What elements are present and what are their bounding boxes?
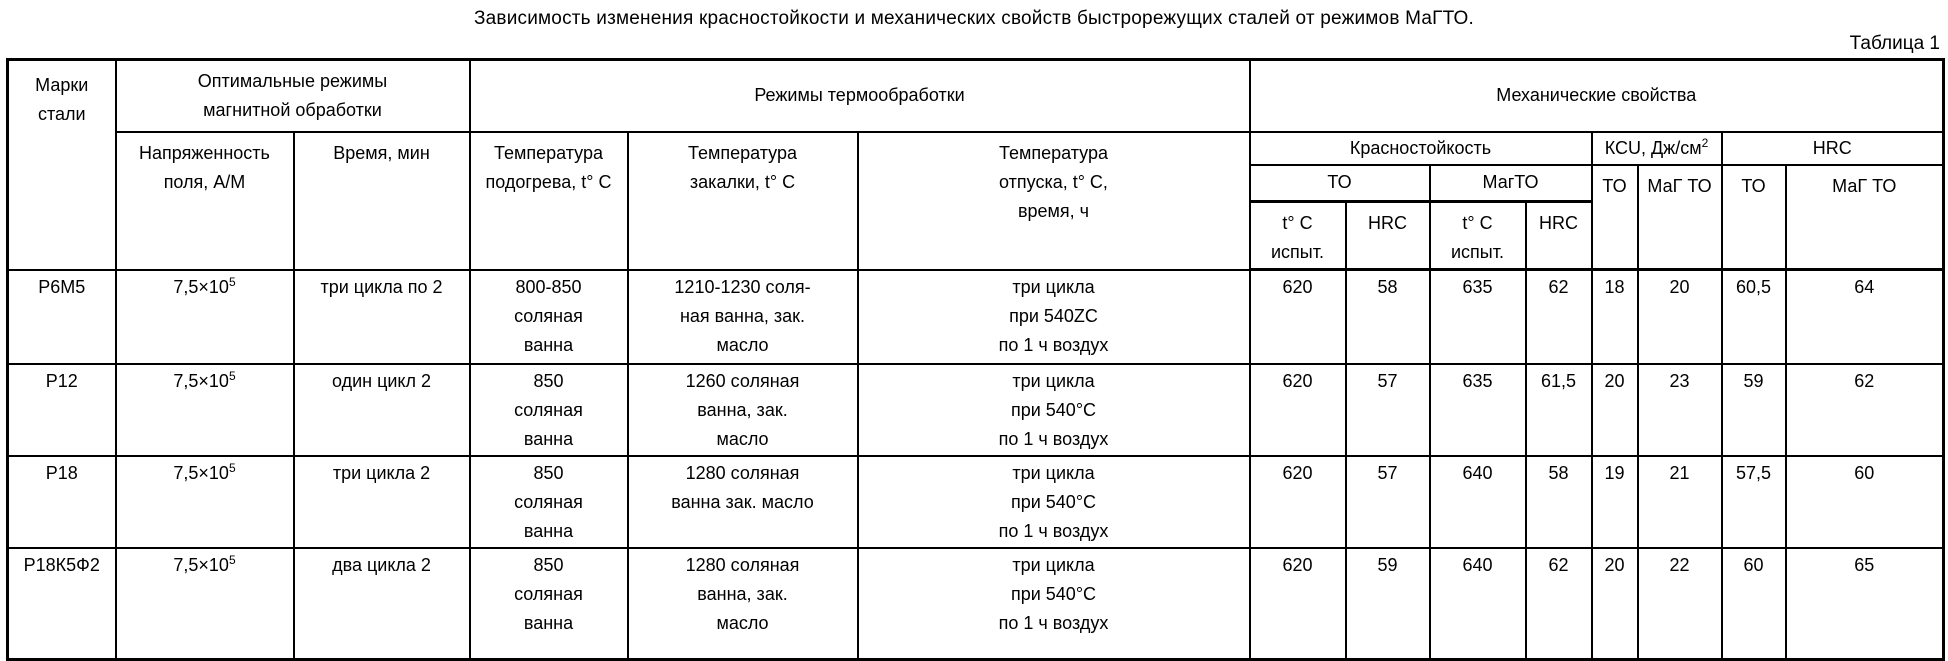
cell-quench-temp: 1210-1230 соля- ная ванна, зак. масло — [626, 268, 859, 365]
cell-field-strength: 7,5×105 — [114, 546, 295, 661]
kcu-exponent: 2 — [1701, 135, 1709, 150]
header-hrc-magto: МаГ ТО — [1784, 163, 1945, 271]
cell-red-magto-hrc: 62 — [1524, 268, 1593, 365]
header-red-to-hrc: HRC — [1344, 200, 1431, 271]
table-row: Р18К5Ф2 7,5×105 два цикла 2 850 соляная ван… — [6, 546, 1945, 661]
cell-steel-grade: Р12 — [6, 362, 117, 457]
cell-temper-temp: три цикла при 540ZC по 1 ч воздух — [856, 268, 1251, 365]
field-strength-base: 7,5×10 — [173, 276, 229, 297]
header-time: Время, мин — [292, 130, 471, 271]
table-number-label: Таблица 1 — [1849, 33, 1940, 54]
cell-temper-temp: три цикла при 540°С по 1 ч воздух — [856, 362, 1251, 457]
cell-red-to-test-temp: 620 — [1248, 268, 1347, 365]
cell-kcu-to: 18 — [1590, 268, 1639, 365]
header-steel-grade: Марки стали — [6, 58, 117, 271]
cell-red-to-test-temp: 620 — [1248, 362, 1347, 457]
cell-magnetic-time: один цикл 2 — [292, 362, 471, 457]
cell-red-magto-test-temp: 635 — [1428, 362, 1527, 457]
header-heat-section: Режимы термообработки — [468, 58, 1251, 133]
cell-red-to-hrc: 59 — [1344, 546, 1431, 661]
cell-red-magto-test-temp: 640 — [1428, 454, 1527, 549]
cell-hrc-magto: 65 — [1784, 546, 1945, 661]
cell-kcu-magto: 20 — [1636, 268, 1723, 365]
header-kcu: КСU, Дж/см2 — [1590, 130, 1723, 166]
cell-red-to-hrc: 57 — [1344, 454, 1431, 549]
cell-field-strength: 7,5×105 — [114, 362, 295, 457]
cell-magnetic-time: два цикла 2 — [292, 546, 471, 661]
cell-kcu-magto: 21 — [1636, 454, 1723, 549]
header-red-magto-test-temp: t° С испыт. — [1428, 200, 1527, 271]
cell-red-magto-hrc: 61,5 — [1524, 362, 1593, 457]
cell-red-to-test-temp: 620 — [1248, 546, 1347, 661]
cell-red-to-test-temp: 620 — [1248, 454, 1347, 549]
cell-red-to-hrc: 57 — [1344, 362, 1431, 457]
cell-red-to-hrc: 58 — [1344, 268, 1431, 365]
cell-magnetic-time: три цикла 2 — [292, 454, 471, 549]
header-quench-temp: Температура закалки, t° С — [626, 130, 859, 271]
table-row: Р6М5 7,5×105 три цикла по 2 800-850 соляная… — [6, 268, 1945, 365]
cell-preheat-temp: 850 соляная ванна — [468, 546, 629, 661]
header-row-sections: Марки стали Оптимальные режимы магнитной… — [6, 58, 1945, 271]
header-row-subsections: Напряженность поля, А/М Время, мин Темпе… — [8, 130, 1945, 271]
cell-steel-grade: Р18 — [6, 454, 117, 549]
header-temper-temp: Температура отпуска, t° С, время, ч — [856, 130, 1251, 271]
cell-preheat-temp: 850 соляная ванна — [468, 454, 629, 549]
header-red-to: ТО — [1248, 163, 1431, 203]
cell-red-magto-test-temp: 640 — [1428, 546, 1527, 661]
cell-field-strength: 7,5×105 — [114, 268, 295, 365]
field-strength-base: 7,5×10 — [173, 370, 229, 391]
cell-kcu-to: 19 — [1590, 454, 1639, 549]
header-magnetic-section: Оптимальные режимы магнитной обработки — [114, 58, 471, 133]
header-red-magto: МагТО — [1428, 163, 1593, 203]
cell-kcu-to: 20 — [1590, 546, 1639, 661]
cell-hrc-to: 57,5 — [1720, 454, 1787, 549]
header-hrc-group: HRC — [1720, 130, 1945, 166]
field-strength-base: 7,5×10 — [173, 554, 229, 575]
cell-quench-temp: 1260 соляная ванна, зак. масло — [626, 362, 859, 457]
cell-field-strength: 7,5×105 — [114, 454, 295, 549]
header-preheat-temp: Температура подогрева, t° С — [468, 130, 629, 271]
header-red-magto-hrc: HRC — [1524, 200, 1593, 271]
cell-hrc-to: 60,5 — [1720, 268, 1787, 365]
header-field-strength: Напряженность поля, А/М — [114, 130, 295, 271]
cell-temper-temp: три цикла при 540°С по 1 ч воздух — [856, 546, 1251, 661]
cell-hrc-to: 59 — [1720, 362, 1787, 457]
cell-preheat-temp: 800-850 соляная ванна — [468, 268, 629, 365]
header-red-to-test-temp: t° С испыт. — [1248, 200, 1347, 271]
header-mech-section: Механические свойства — [1248, 58, 1945, 133]
cell-hrc-magto: 62 — [1784, 362, 1945, 457]
table-row: Р18 7,5×105 три цикла 2 850 соляная ванна 12… — [6, 454, 1945, 549]
header-red-hardness: Красностойкость — [1248, 130, 1593, 166]
cell-steel-grade: Р6М5 — [6, 268, 117, 365]
table-row: Р12 7,5×105 один цикл 2 850 соляная ванна 12… — [6, 362, 1945, 457]
header-row-treatment-type: ТО МагТО ТО МаГ ТО ТО МаГ ТО — [8, 163, 1945, 271]
cell-hrc-magto: 64 — [1784, 268, 1945, 365]
cell-hrc-magto: 60 — [1784, 454, 1945, 549]
field-strength-exponent: 5 — [228, 552, 236, 567]
cell-temper-temp: три цикла при 540°С по 1 ч воздух — [856, 454, 1251, 549]
cell-kcu-magto: 22 — [1636, 546, 1723, 661]
header-hrc-to: ТО — [1720, 163, 1787, 271]
cell-red-magto-hrc: 58 — [1524, 454, 1593, 549]
cell-steel-grade: Р18К5Ф2 — [6, 546, 117, 661]
field-strength-base: 7,5×10 — [173, 462, 229, 483]
cell-red-magto-test-temp: 635 — [1428, 268, 1527, 365]
cell-preheat-temp: 850 соляная ванна — [468, 362, 629, 457]
field-strength-exponent: 5 — [228, 274, 236, 289]
field-strength-exponent: 5 — [228, 460, 236, 475]
steel-properties-table: Марки стали Оптимальные режимы магнитной… — [6, 58, 1945, 661]
cell-kcu-to: 20 — [1590, 362, 1639, 457]
kcu-label: КСU, Дж/см — [1604, 137, 1702, 158]
header-row-test-params: t° С испыт. HRC t° С испыт. HRC — [8, 200, 1944, 271]
cell-red-magto-hrc: 62 — [1524, 546, 1593, 661]
field-strength-exponent: 5 — [228, 368, 236, 383]
header-kcu-magto: МаГ ТО — [1636, 163, 1723, 271]
document-title: Зависимость изменения красностойкости и … — [473, 8, 1475, 29]
cell-quench-temp: 1280 соляная ванна, зак. масло — [626, 546, 859, 661]
cell-magnetic-time: три цикла по 2 — [292, 268, 471, 365]
cell-kcu-magto: 23 — [1636, 362, 1723, 457]
cell-hrc-to: 60 — [1720, 546, 1787, 661]
cell-quench-temp: 1280 соляная ванна зак. масло — [626, 454, 859, 549]
header-kcu-to: ТО — [1590, 163, 1639, 271]
